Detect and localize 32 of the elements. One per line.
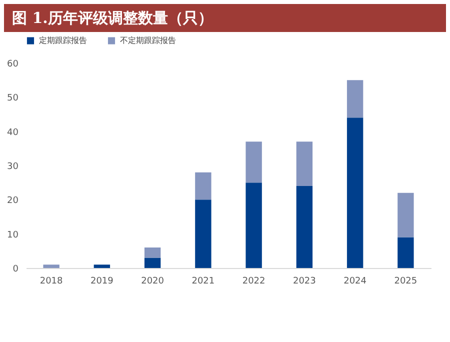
- bar: [296, 142, 313, 186]
- y-tick-label: 20: [7, 196, 19, 206]
- bar: [144, 258, 161, 268]
- x-tick-label: 2020: [141, 276, 164, 286]
- bar: [398, 192, 414, 238]
- legend-label: 不定期跟踪报告: [120, 36, 176, 45]
- x-tick-label: 2024: [344, 276, 367, 286]
- y-tick-label: 10: [7, 230, 19, 240]
- y-tick-label: 60: [7, 60, 19, 70]
- x-tick-label: 2022: [242, 276, 266, 286]
- x-tick-label: 2023: [292, 276, 316, 286]
- y-tick-label: 40: [7, 128, 19, 138]
- y-tick-label: 50: [7, 94, 19, 104]
- x-tick-label: 2019: [90, 276, 114, 286]
- bar: [398, 237, 414, 268]
- bar: [346, 118, 364, 268]
- x-tick-label: 2021: [192, 276, 215, 286]
- bar: [94, 264, 110, 268]
- bar: [296, 186, 313, 268]
- legend-label: 定期跟踪报告: [39, 36, 87, 45]
- bar: [43, 264, 60, 268]
- bar: [195, 200, 212, 268]
- x-tick-label: 2025: [394, 276, 418, 286]
- y-tick-label: 0: [12, 264, 19, 274]
- bar: [246, 142, 262, 183]
- bar: [195, 172, 212, 200]
- chart-title: 图 1.历年评级调整数量（只）: [4, 4, 446, 32]
- bar: [346, 80, 364, 118]
- x-tick-label: 2018: [40, 276, 64, 286]
- y-tick-label: 30: [7, 162, 19, 172]
- bar: [144, 248, 161, 258]
- bar: [246, 182, 262, 268]
